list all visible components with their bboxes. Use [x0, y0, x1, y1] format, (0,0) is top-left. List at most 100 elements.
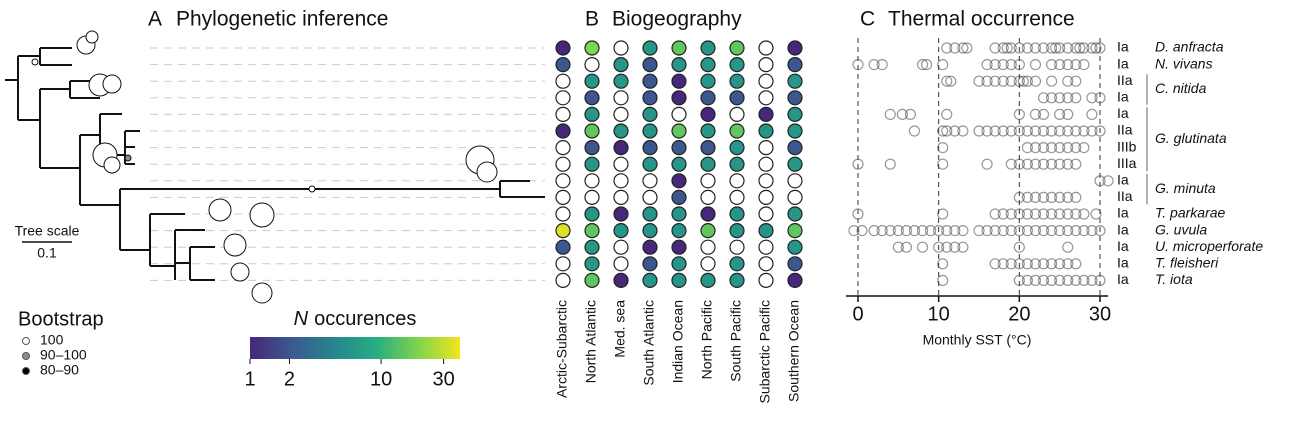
- occurrence-dot: [584, 223, 600, 239]
- occurrence-dot: [555, 156, 571, 172]
- sst-point: [957, 225, 969, 237]
- sst-point: [1062, 92, 1074, 104]
- sst-point: [1021, 225, 1034, 237]
- occurrence-dot: [758, 256, 774, 272]
- sst-point: [1029, 208, 1042, 220]
- sst-point: [1054, 142, 1066, 154]
- occurrence-dot: [700, 90, 716, 106]
- occurrence-dot: [758, 206, 774, 222]
- occurrence-dot: [787, 156, 803, 172]
- sst-point: [989, 225, 1001, 237]
- sst-point: [941, 108, 953, 121]
- sst-point: [1029, 158, 1042, 170]
- occurrence-dot: [671, 189, 687, 205]
- occurrence-dot: [613, 256, 629, 272]
- sst-point: [989, 75, 1001, 87]
- occurrence-dot: [555, 106, 571, 123]
- sst-point: [876, 58, 888, 71]
- column-label: Southern Ocean: [786, 300, 802, 402]
- sst-point: [1070, 92, 1082, 104]
- sst-point: [1045, 42, 1058, 54]
- sst-point: [1062, 108, 1074, 121]
- sst-point: [1045, 274, 1058, 286]
- species-label: G. uvula: [1155, 221, 1207, 237]
- sst-point: [1005, 225, 1017, 237]
- occurrence-dot: [642, 140, 658, 156]
- sst-point: [997, 75, 1009, 87]
- sst-point: [1054, 274, 1066, 286]
- genotype-label: Ia: [1117, 238, 1129, 254]
- occurrence-dot: [584, 156, 600, 172]
- sst-point: [1037, 191, 1050, 203]
- sst-point: [937, 208, 949, 220]
- column-label: Subarctic Pacific: [757, 300, 773, 403]
- sst-point: [1021, 125, 1034, 137]
- sst-point: [973, 225, 985, 237]
- species-label: G. minuta: [1155, 180, 1216, 196]
- occurrence-dot: [787, 40, 803, 56]
- legend-title: Bootstrap: [18, 308, 104, 330]
- sst-point: [1029, 75, 1042, 87]
- sst-point: [1013, 158, 1025, 170]
- species-label: T. fleisheri: [1155, 255, 1219, 271]
- species-label: U. microperforate: [1155, 238, 1263, 254]
- occurrence-dot: [787, 239, 803, 255]
- occurrence-dot: [700, 56, 716, 73]
- occurrence-dot: [700, 140, 716, 156]
- occurrence-dot: [642, 156, 658, 172]
- sst-point: [1090, 42, 1102, 54]
- occurrence-dot: [613, 239, 629, 255]
- genotype-label: Ia: [1117, 105, 1129, 121]
- sst-point: [1070, 125, 1082, 137]
- sst-point: [1054, 158, 1066, 170]
- sst-point: [1021, 42, 1034, 54]
- sst-point: [1078, 58, 1090, 71]
- sst-point: [1045, 92, 1058, 104]
- occurrence-dot: [555, 173, 571, 189]
- sst-point: [1005, 42, 1017, 54]
- column-label: Arctic-Subarctic: [554, 300, 570, 398]
- sst-point: [1021, 208, 1034, 220]
- sst-point: [1062, 125, 1074, 137]
- occurrence-dot: [671, 40, 687, 56]
- sst-point: [1029, 225, 1042, 237]
- occurrence-dot: [613, 272, 629, 288]
- sst-point: [981, 75, 993, 87]
- sst-point: [1070, 142, 1082, 154]
- panel-label: C: [860, 8, 875, 31]
- sst-point: [1094, 42, 1106, 54]
- panel-title: Phylogenetic inference: [176, 8, 388, 31]
- occurrence-dot: [584, 189, 600, 205]
- occurrence-dot: [758, 239, 774, 255]
- species-label: G. glutinata: [1155, 130, 1227, 146]
- sst-point: [937, 274, 949, 286]
- sst-point: [1029, 274, 1042, 286]
- sst-point: [937, 58, 949, 71]
- occurrence-dot: [584, 206, 600, 222]
- sst-point: [904, 108, 917, 121]
- sst-point: [937, 158, 949, 170]
- x-tick-label: 0: [852, 303, 863, 325]
- sst-point: [1094, 125, 1106, 137]
- occurrence-dot: [787, 206, 803, 222]
- occurrence-dot: [758, 90, 774, 106]
- occurrence-dot: [729, 106, 745, 123]
- x-tick-label: 20: [1008, 303, 1030, 325]
- occurrence-dot: [613, 140, 629, 156]
- sst-point: [937, 142, 949, 154]
- occurrence-dot: [584, 173, 600, 189]
- sst-point: [1074, 42, 1086, 54]
- occurrence-dot: [555, 140, 571, 156]
- sst-point: [1037, 258, 1050, 270]
- occurrence-dot: [642, 189, 658, 205]
- panel-label: A: [148, 8, 162, 31]
- sst-point: [989, 42, 1001, 54]
- sst-point: [1078, 274, 1090, 286]
- sst-point: [989, 58, 1001, 71]
- occurrence-dot: [584, 106, 600, 123]
- occurrence-dot: [758, 140, 774, 156]
- occurrence-dot: [671, 56, 687, 73]
- legend-label: 80–90: [40, 362, 79, 378]
- sst-point: [961, 42, 973, 54]
- sst-point: [884, 158, 896, 170]
